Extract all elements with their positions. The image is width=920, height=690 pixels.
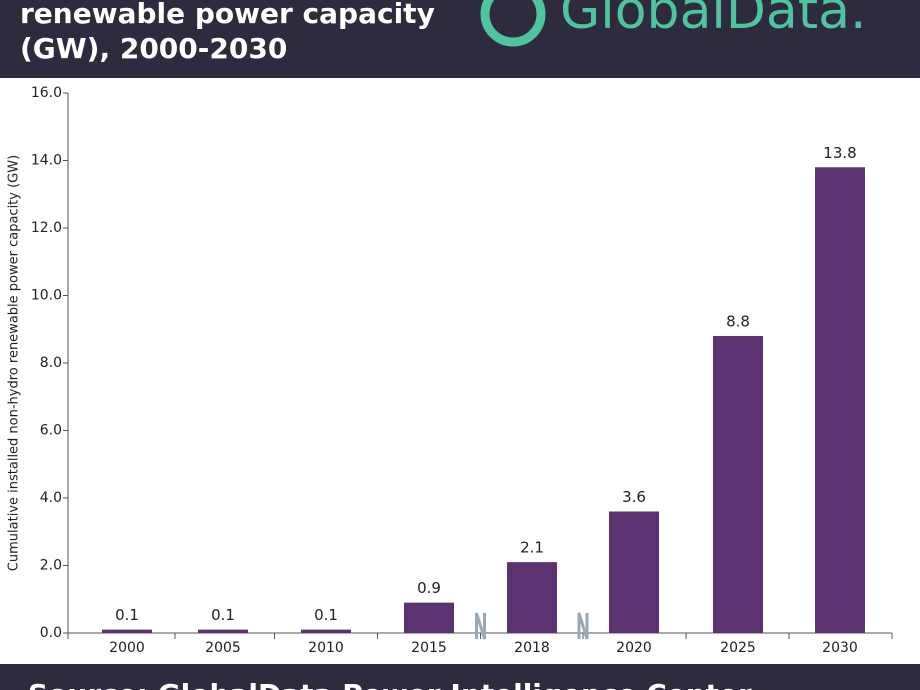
- bar: [507, 562, 557, 633]
- axis-break: [475, 612, 486, 640]
- y-tick-label: 12.0: [31, 220, 62, 236]
- x-tick-label: 2025: [720, 640, 756, 656]
- bar: [198, 629, 248, 633]
- value-label: 13.8: [823, 144, 856, 162]
- y-tick-label: 4.0: [40, 490, 62, 506]
- header-bar: [0, 0, 920, 78]
- source: Source: GlobalData Power Intelligence Ce…: [28, 678, 752, 690]
- y-tick-label: 16.0: [31, 85, 62, 101]
- bar: [301, 629, 351, 633]
- chart-title: (GW), 2000-2030: [20, 32, 287, 65]
- x-tick-label: 2020: [616, 640, 652, 656]
- value-label: 0.1: [211, 606, 235, 624]
- x-tick-label: 2010: [308, 640, 344, 656]
- y-tick-label: 0.0: [40, 625, 62, 641]
- bar: [609, 511, 659, 633]
- logo-mark: [480, 0, 546, 47]
- y-tick-label: 6.0: [40, 423, 62, 439]
- footer-bar: [0, 664, 920, 690]
- value-label: 0.1: [314, 606, 338, 624]
- y-tick-label: 14.0: [31, 153, 62, 169]
- y-tick-label: 2.0: [40, 558, 62, 574]
- bar: [815, 167, 865, 633]
- value-label: 8.8: [726, 313, 750, 331]
- brand: GlobalData.: [560, 0, 867, 41]
- y-tick-label: 10.0: [31, 288, 62, 304]
- value-label: 2.1: [520, 539, 544, 557]
- x-tick-label: 2030: [822, 640, 858, 656]
- value-label: 3.6: [622, 488, 646, 506]
- x-tick-label: 2000: [109, 640, 145, 656]
- value-label: 0.1: [115, 606, 139, 624]
- bar: [102, 629, 152, 633]
- chart-title: renewable power capacity: [20, 0, 435, 30]
- value-label: 0.9: [417, 579, 441, 597]
- y-tick-label: 8.0: [40, 355, 62, 371]
- bar: [404, 602, 454, 633]
- bar: [713, 336, 763, 633]
- y-axis-label: Cumulative installed non-hydro renewable…: [7, 155, 22, 571]
- axis-break: [577, 612, 589, 640]
- x-tick-label: 2005: [205, 640, 241, 656]
- x-tick-label: 2018: [514, 640, 550, 656]
- x-tick-label: 2015: [411, 640, 447, 656]
